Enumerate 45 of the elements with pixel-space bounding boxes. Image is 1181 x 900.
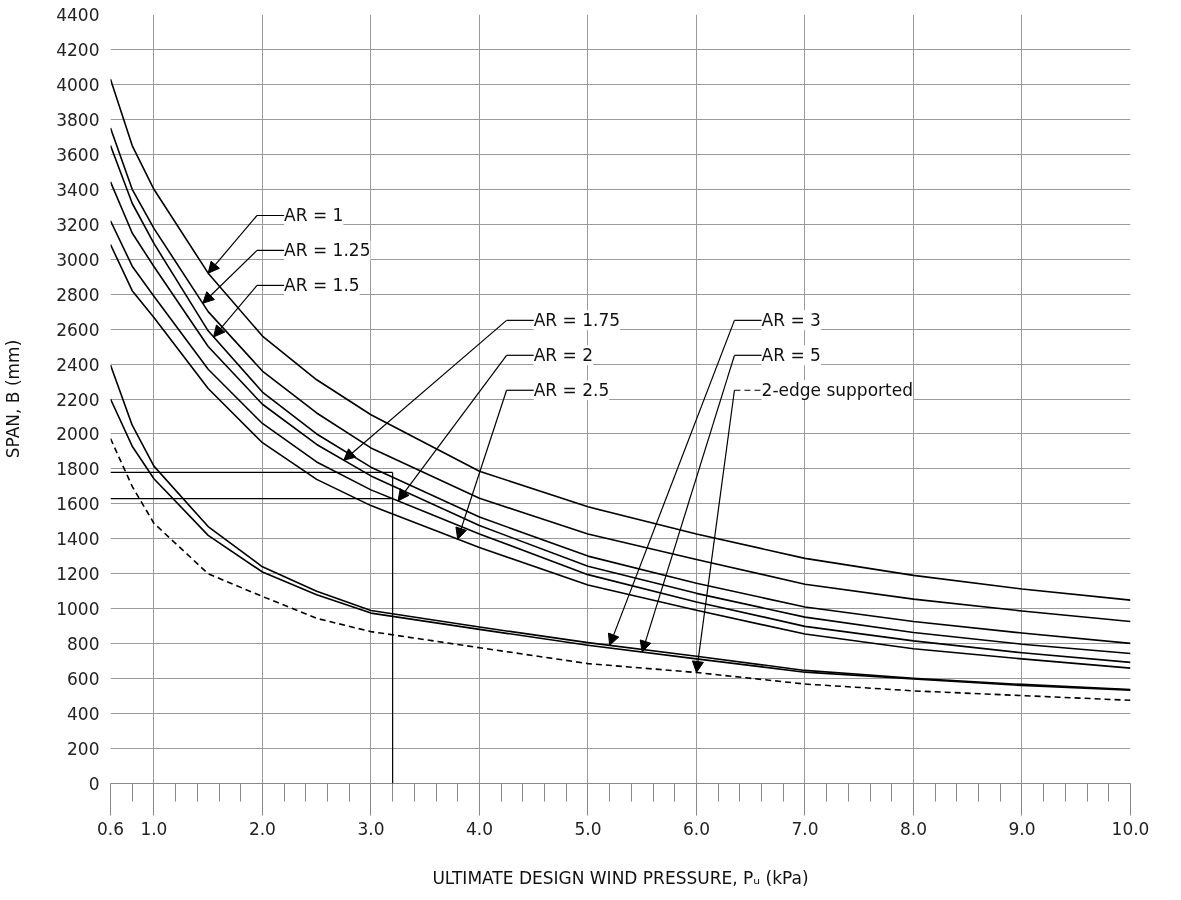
y-tick-label: 1400 <box>56 529 100 550</box>
x-tick-label: 10.0 <box>1111 818 1150 839</box>
y-tick-label: 1200 <box>56 564 100 585</box>
legend-label: 2-edge supported <box>761 380 913 401</box>
y-tick-label: 0 <box>88 774 100 794</box>
x-tick-label: 9.0 <box>1008 818 1036 839</box>
y-tick-label: 3400 <box>56 179 100 200</box>
y-tick-label: 600 <box>67 669 100 690</box>
x-tick-label: 0.6 <box>96 818 125 839</box>
legend-label: AR = 1 <box>284 205 344 226</box>
y-tick-label: 2200 <box>56 389 100 410</box>
legend-label: AR = 2.5 <box>533 380 610 401</box>
x-axis-title: ULTIMATE DESIGN WIND PRESSURE, Pᵤ (kPa) <box>432 867 809 888</box>
y-tick-label: 4000 <box>56 74 100 95</box>
legend-label: AR = 2 <box>533 345 593 366</box>
legend-label: AR = 3 <box>761 310 821 331</box>
x-tick-label: 3.0 <box>357 818 385 839</box>
y-tick-label: 2000 <box>56 424 100 445</box>
y-axis-title: SPAN, B (mm) <box>3 339 24 459</box>
legend-label: AR = 5 <box>761 345 821 366</box>
y-tick-label: 200 <box>67 739 100 760</box>
y-tick-label: 4400 <box>56 5 100 25</box>
legend-label: AR = 1.25 <box>284 240 371 261</box>
x-tick-label: 2.0 <box>248 818 276 839</box>
y-tick-label: 400 <box>67 704 100 725</box>
y-tick-label: 3200 <box>56 214 100 235</box>
y-tick-label: 1800 <box>56 459 100 480</box>
y-tick-label: 3800 <box>56 109 100 130</box>
y-tick-label: 4200 <box>56 39 100 60</box>
y-tick-label: 1600 <box>56 494 100 515</box>
y-tick-label: 3600 <box>56 144 100 165</box>
legend-label: AR = 1.5 <box>284 275 360 296</box>
x-tick-label: 8.0 <box>899 818 928 839</box>
x-tick-label: 5.0 <box>574 818 602 839</box>
y-tick-label: 2800 <box>56 284 100 305</box>
x-tick-label: 4.0 <box>465 818 493 839</box>
x-tick-label: 7.0 <box>791 818 819 839</box>
y-tick-label: 3000 <box>56 249 100 270</box>
x-tick-label: 6.0 <box>682 818 710 839</box>
legend-label: AR = 1.75 <box>533 310 621 331</box>
y-tick-label: 2400 <box>56 354 100 375</box>
x-tick-label: 1.0 <box>140 818 168 839</box>
y-tick-label: 800 <box>67 634 100 655</box>
y-tick-label: 1000 <box>56 599 100 620</box>
y-tick-label: 2600 <box>56 319 100 340</box>
